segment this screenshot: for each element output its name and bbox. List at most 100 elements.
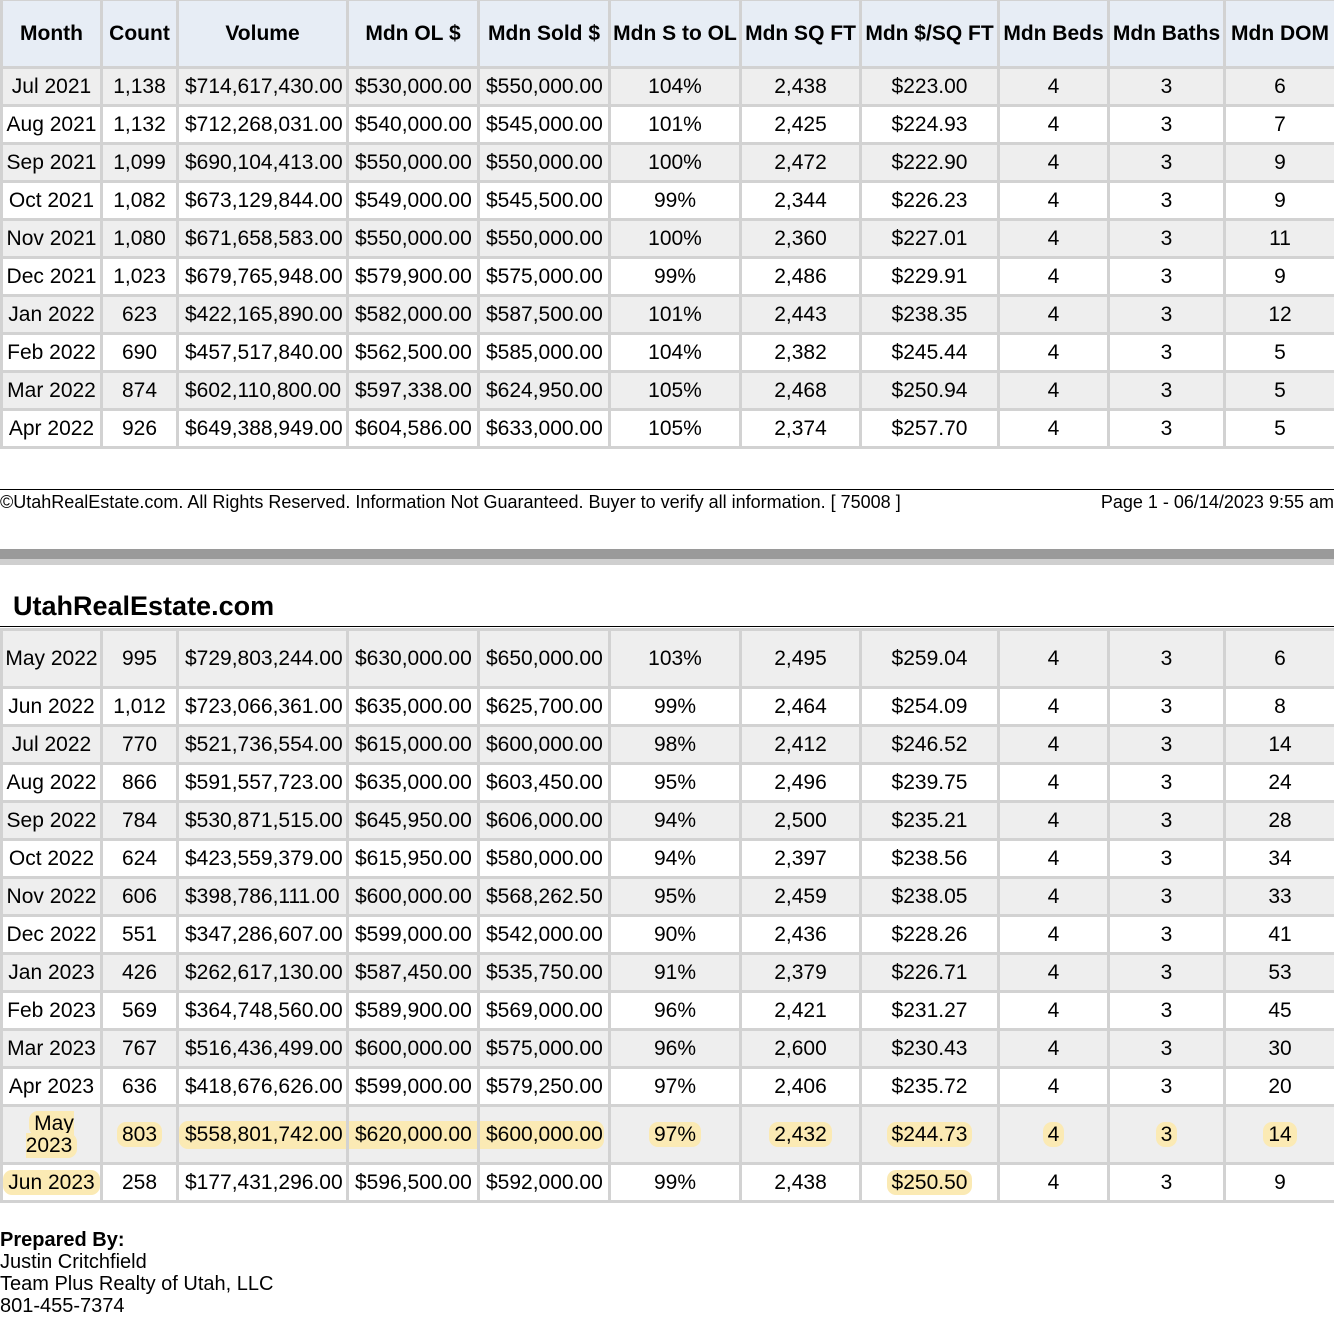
cell-mdn-sold: $550,000.00	[477, 218, 611, 259]
cell-mdn-s-to-ol: 99%	[608, 686, 742, 727]
title-divider	[0, 626, 1334, 627]
cell-mdn-price-per-sqft: $229.91	[859, 256, 1000, 297]
cell-value: $530,000.00	[355, 74, 472, 98]
cell-value: 98%	[653, 732, 697, 756]
cell-value: 690	[121, 340, 158, 364]
cell-mdn-s-to-ol: 94%	[608, 800, 742, 841]
cell-value: $645,950.00	[355, 808, 472, 832]
cell-volume: $364,748,560.00	[176, 990, 349, 1031]
cell-volume: $714,617,430.00	[176, 66, 349, 107]
cell-volume: $516,436,499.00	[176, 1028, 349, 1069]
col-header-volume[interactable]: Volume	[176, 0, 349, 69]
col-header-month[interactable]: Month	[0, 0, 103, 69]
cell-mdn-beds: 4	[997, 1162, 1110, 1203]
agent-company: Team Plus Realty of Utah, LLC	[0, 1273, 274, 1295]
col-header-mdn-price-per-sqft[interactable]: Mdn $/SQ FT	[859, 0, 1000, 69]
cell-mdn-beds: 4	[997, 952, 1110, 993]
cell-mdn-baths: 3	[1107, 332, 1226, 373]
cell-mdn-baths: 3	[1107, 294, 1226, 335]
col-header-mdn-dom[interactable]: Mdn DOM	[1223, 0, 1334, 69]
col-header-mdn-ol[interactable]: Mdn OL $	[346, 0, 480, 69]
cell-mdn-sqft: 2,421	[739, 990, 862, 1031]
cell-mdn-dom: 7	[1223, 104, 1334, 145]
cell-month: Jul 2022	[0, 724, 103, 765]
col-header-mdn-sold[interactable]: Mdn Sold $	[477, 0, 611, 69]
cell-value: 3	[1160, 1170, 1173, 1194]
cell-volume: $602,110,800.00	[176, 370, 349, 411]
cell-value: $259.04	[891, 646, 968, 670]
col-header-mdn-baths[interactable]: Mdn Baths	[1107, 0, 1226, 69]
cell-value: 3	[1160, 302, 1173, 326]
cell-value: 99%	[653, 1170, 697, 1194]
cell-value: $620,000.00	[350, 1120, 476, 1149]
cell-value: Oct 2022	[8, 846, 95, 870]
cell-value: Mar 2023	[7, 1036, 96, 1060]
table-header-row: Month Count Volume Mdn OL $ Mdn Sold $ M…	[0, 0, 1334, 69]
cell-mdn-sold: $633,000.00	[477, 408, 611, 449]
cell-mdn-sqft: 2,500	[739, 800, 862, 841]
agent-phone: 801-455-7374	[0, 1295, 125, 1317]
cell-mdn-sqft: 2,472	[739, 142, 862, 183]
cell-mdn-beds: 4	[997, 1104, 1110, 1165]
cell-mdn-price-per-sqft: $250.94	[859, 370, 1000, 411]
cell-mdn-beds: 4	[997, 1066, 1110, 1107]
cell-value: 4	[1047, 226, 1060, 250]
cell-value: 41	[1268, 922, 1292, 946]
cell-value: $600,000.00	[355, 884, 472, 908]
cell-value: $457,517,840.00	[185, 340, 343, 364]
col-header-mdn-beds[interactable]: Mdn Beds	[997, 0, 1110, 69]
cell-mdn-price-per-sqft: $238.56	[859, 838, 1000, 879]
cell-mdn-baths: 3	[1107, 104, 1226, 145]
cell-value: 105%	[648, 416, 702, 440]
cell-value: $596,500.00	[355, 1170, 472, 1194]
cell-mdn-ol: $589,900.00	[346, 990, 480, 1031]
cell-month: May 2022	[0, 628, 103, 689]
cell-mdn-baths: 3	[1107, 762, 1226, 803]
table-row: Feb 2022 690 $457,517,840.00 $562,500.00 $58…	[0, 332, 1334, 373]
cell-value: 623	[121, 302, 158, 326]
cell-value: 2,438	[774, 74, 827, 98]
cell-value: 1,012	[113, 694, 166, 718]
cell-value: $226.71	[891, 960, 968, 984]
cell-value: 3	[1160, 694, 1173, 718]
cell-value: $635,000.00	[355, 770, 472, 794]
cell-value: $550,000.00	[486, 74, 603, 98]
cell-mdn-baths: 3	[1107, 686, 1226, 727]
cell-count: 995	[100, 628, 179, 689]
cell-value: $587,500.00	[486, 302, 603, 326]
cell-value: 100%	[648, 226, 702, 250]
cell-value: 14	[1268, 732, 1292, 756]
cell-count: 636	[100, 1066, 179, 1107]
cell-value: $591,557,723.00	[185, 770, 343, 794]
cell-value: $597,338.00	[355, 378, 472, 402]
cell-value: 3	[1160, 770, 1173, 794]
cell-mdn-dom: 14	[1223, 1104, 1334, 1165]
cell-mdn-sqft: 2,412	[739, 724, 862, 765]
cell-mdn-price-per-sqft: $228.26	[859, 914, 1000, 955]
cell-value: 4	[1047, 770, 1060, 794]
col-header-mdn-sqft[interactable]: Mdn SQ FT	[739, 0, 862, 69]
cell-mdn-price-per-sqft: $226.23	[859, 180, 1000, 221]
cell-value: $223.00	[891, 74, 968, 98]
cell-mdn-price-per-sqft: $230.43	[859, 1028, 1000, 1069]
cell-value: 4	[1047, 378, 1060, 402]
cell-volume: $591,557,723.00	[176, 762, 349, 803]
table-row: Jul 2021 1,138 $714,617,430.00 $530,000.00 $…	[0, 66, 1334, 107]
cell-value: $423,559,379.00	[185, 846, 343, 870]
cell-mdn-s-to-ol: 100%	[608, 218, 742, 259]
cell-value: 101%	[648, 302, 702, 326]
col-header-mdn-s-to-ol[interactable]: Mdn S to OL	[608, 0, 742, 69]
cell-value: 3	[1160, 922, 1173, 946]
col-header-count[interactable]: Count	[100, 0, 179, 69]
cell-volume: $422,165,890.00	[176, 294, 349, 335]
cell-mdn-ol: $579,900.00	[346, 256, 480, 297]
cell-value: 2,438	[774, 1170, 827, 1194]
cell-value: 2,436	[774, 922, 827, 946]
cell-mdn-ol: $604,586.00	[346, 408, 480, 449]
cell-mdn-baths: 3	[1107, 628, 1226, 689]
cell-value: $690,104,413.00	[185, 150, 343, 174]
cell-value: 551	[121, 922, 158, 946]
cell-month: Dec 2022	[0, 914, 103, 955]
cell-value: 2,382	[774, 340, 827, 364]
cell-mdn-s-to-ol: 104%	[608, 66, 742, 107]
